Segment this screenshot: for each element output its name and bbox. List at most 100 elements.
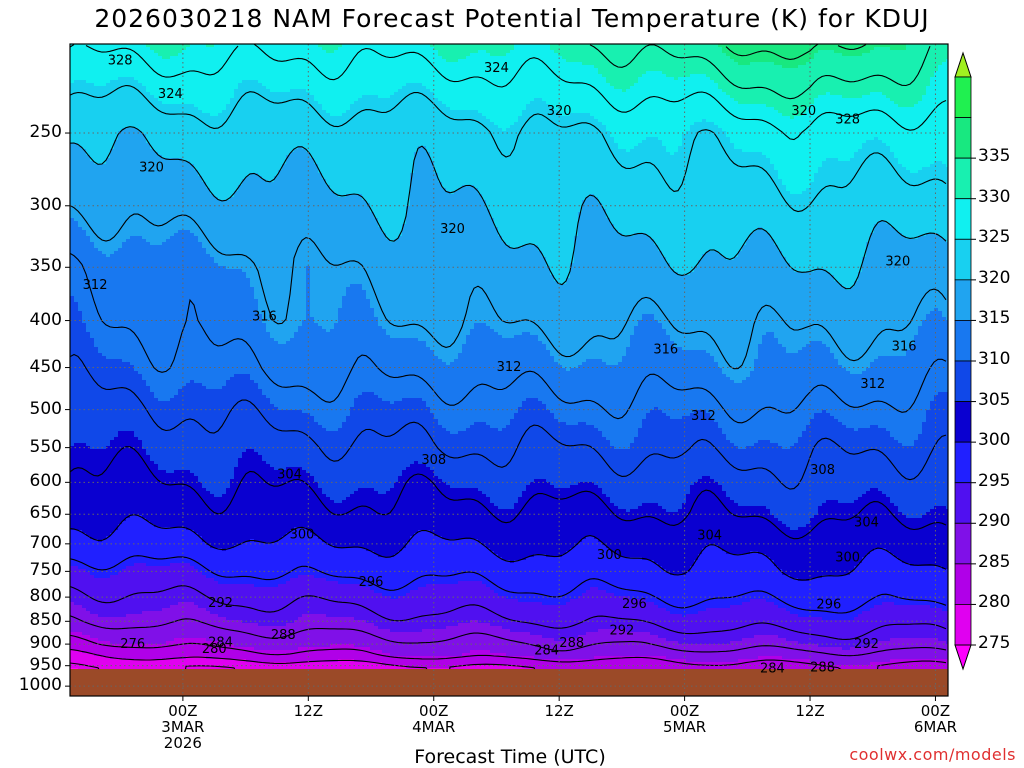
- field-cell: [874, 488, 879, 549]
- field-cell: [350, 494, 355, 549]
- field-cell: [862, 428, 867, 495]
- field-cell: [690, 350, 695, 414]
- field-cell: [466, 653, 471, 666]
- field-cell: [238, 44, 243, 84]
- field-cell: [282, 344, 287, 411]
- field-cell: [214, 497, 219, 549]
- field-cell: [738, 554, 743, 606]
- field-cell: [934, 161, 939, 234]
- field-cell: [374, 95, 379, 219]
- field-cell: [542, 404, 547, 480]
- field-cell: [554, 605, 559, 642]
- field-cell: [98, 251, 103, 354]
- field-cell: [854, 566, 859, 618]
- field-cell: [122, 77, 127, 129]
- field-cell: [282, 650, 287, 663]
- field-cell: [918, 638, 923, 660]
- field-cell: [742, 554, 747, 603]
- field-cell: [918, 170, 923, 237]
- colorbar-label: 305: [978, 389, 1011, 410]
- colorbar-label: 290: [978, 511, 1011, 532]
- field-cell: [826, 575, 831, 621]
- field-cell: [294, 149, 299, 333]
- field-cell: [194, 107, 199, 171]
- field-cell: [778, 251, 783, 345]
- field-cell: [242, 452, 247, 543]
- field-cell: [646, 602, 651, 633]
- field-cell: [374, 554, 379, 594]
- contour-label: 284: [534, 643, 559, 658]
- colorbar-swatch: [954, 563, 972, 605]
- field-cell: [466, 44, 471, 57]
- field-cell: [82, 323, 87, 444]
- colorbar-label: 295: [978, 470, 1011, 491]
- field-cell: [234, 89, 239, 192]
- field-cell: [378, 650, 383, 663]
- field-cell: [274, 44, 279, 93]
- field-cell: [630, 44, 635, 87]
- field-cell: [190, 566, 195, 603]
- field-cell: [98, 164, 103, 252]
- field-cell: [398, 476, 403, 552]
- field-cell: [882, 143, 887, 222]
- field-cell: [282, 92, 287, 165]
- field-cell: [214, 44, 219, 117]
- field-cell: [946, 569, 948, 612]
- field-cell: [166, 239, 171, 402]
- field-cell: [98, 617, 103, 642]
- field-cell: [858, 374, 863, 429]
- field-cell: [622, 449, 627, 510]
- field-cell: [666, 572, 671, 612]
- field-cell: [730, 59, 735, 99]
- field-cell: [134, 80, 139, 129]
- field-cell: [494, 506, 499, 555]
- field-cell: [910, 173, 915, 240]
- field-cell: [154, 611, 159, 645]
- field-cell: [134, 236, 139, 372]
- field-cell: [218, 200, 223, 267]
- field-cell: [86, 332, 91, 447]
- field-cell: [290, 44, 295, 90]
- field-cell: [690, 485, 695, 567]
- field-cell: [562, 59, 567, 117]
- field-cell: [550, 356, 555, 414]
- field-cell: [514, 656, 519, 666]
- field-cell: [650, 44, 655, 72]
- field-cell: [906, 239, 911, 351]
- field-cell: [890, 152, 895, 228]
- field-cell: [658, 71, 663, 141]
- field-cell: [118, 431, 123, 525]
- field-cell: [730, 641, 735, 663]
- field-cell: [918, 518, 923, 567]
- field-cell: [422, 656, 427, 669]
- field-cell: [850, 572, 855, 621]
- colorbar-swatch: [954, 320, 972, 362]
- field-cell: [826, 500, 831, 576]
- field-cell: [598, 488, 603, 543]
- field-cell: [194, 236, 199, 384]
- field-cell: [586, 425, 591, 483]
- field-cell: [374, 491, 379, 555]
- field-cell: [186, 530, 191, 564]
- field-cell: [506, 425, 511, 510]
- field-cell: [790, 578, 795, 615]
- field-cell: [234, 545, 239, 585]
- field-cell: [810, 419, 815, 519]
- field-cell: [310, 317, 315, 417]
- field-cell: [210, 548, 215, 579]
- colorbar-swatch: [954, 76, 972, 118]
- field-cell: [234, 584, 239, 621]
- y-tick-label: 750: [29, 560, 62, 581]
- field-cell: [162, 527, 167, 567]
- field-cell: [386, 596, 391, 630]
- field-cell: [674, 347, 679, 420]
- colorbar-swatch: [954, 279, 972, 321]
- field-cell: [190, 602, 195, 639]
- field-cell: [718, 485, 723, 549]
- field-cell: [454, 359, 459, 435]
- field-cell: [242, 542, 247, 585]
- field-cell: [486, 623, 491, 651]
- field-cell: [234, 44, 239, 90]
- field-cell: [134, 644, 139, 660]
- field-cell: [170, 527, 175, 564]
